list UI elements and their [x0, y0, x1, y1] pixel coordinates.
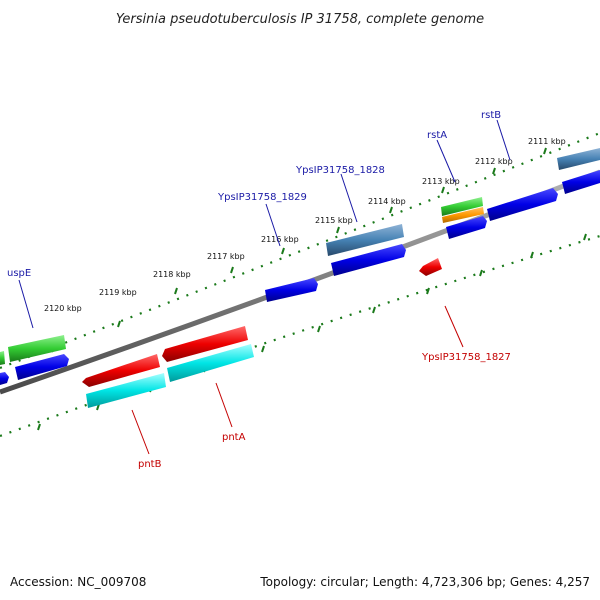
leader-ypsip1827 — [444, 305, 464, 348]
tick-2116 — [281, 247, 285, 255]
outer-ruler-track — [0, 131, 600, 370]
leader-ypsip1829 — [265, 203, 281, 247]
cds-pntb[interactable] — [82, 354, 160, 387]
ruler-label-2119: 2119 kbp — [99, 288, 137, 297]
leader-ypsip1828 — [340, 173, 358, 223]
tick-2113 — [441, 186, 445, 194]
tick-2117 — [230, 266, 234, 274]
feature-ypsip1828-outer[interactable] — [326, 224, 404, 256]
gene-label-ypsip1827[interactable]: YpsIP31758_1827 — [421, 352, 511, 363]
map-title: Yersinia pseudotuberculosis IP 31758, co… — [116, 12, 484, 27]
cds-rstb[interactable] — [487, 188, 558, 221]
inner-tick — [317, 325, 321, 333]
gene-label-ypsip1829[interactable]: YpsIP31758_1829 — [217, 192, 307, 203]
cds-ypsip1828[interactable] — [331, 244, 406, 276]
tick-2118 — [174, 287, 178, 295]
ruler-label-2116: 2116 kbp — [261, 235, 299, 244]
accession-text: Accession: NC_009708 — [10, 575, 146, 589]
gene-label-rsta[interactable]: rstA — [427, 130, 447, 141]
leader-rstb — [496, 119, 511, 161]
ruler-label-2113: 2113 kbp — [422, 177, 460, 186]
ruler-labels: 2111 kbp 2112 kbp 2113 kbp 2114 kbp 2115… — [44, 137, 566, 313]
gene-label-pnta[interactable]: pntA — [222, 432, 246, 443]
outer-major-ticks — [51, 147, 547, 353]
inner-tick — [261, 345, 265, 353]
cds-ypsip1829[interactable] — [265, 278, 318, 302]
leader-pnta — [215, 382, 233, 428]
inner-tick — [37, 423, 41, 431]
cds-uspe[interactable] — [15, 354, 69, 380]
ruler-label-2114: 2114 kbp — [368, 197, 406, 206]
gene-label-ypsip1828[interactable]: YpsIP31758_1828 — [295, 165, 385, 176]
ruler-label-2118: 2118 kbp — [153, 270, 191, 279]
cds-pnta[interactable] — [162, 326, 248, 362]
feature-rstb-outer[interactable] — [557, 148, 600, 170]
tick-2115 — [336, 226, 340, 234]
gene-label-pntb[interactable]: pntB — [138, 459, 162, 470]
genome-summary-text: Topology: circular; Length: 4,723,306 bp… — [259, 575, 590, 589]
cds-rstb-continued[interactable] — [562, 170, 600, 194]
ruler-label-2120: 2120 kbp — [44, 304, 82, 313]
tick-2119 — [117, 320, 121, 328]
ruler-label-2111: 2111 kbp — [528, 137, 566, 146]
tick-2111 — [543, 147, 547, 155]
gene-label-uspe[interactable]: uspE — [7, 268, 31, 279]
inner-tick — [426, 287, 430, 295]
inner-tick — [583, 233, 587, 241]
inner-major-ticks — [37, 233, 587, 431]
feature-edge-green[interactable] — [0, 351, 5, 365]
tick-2112 — [492, 167, 496, 175]
feature-pntb-inner[interactable] — [86, 373, 166, 408]
cds-edge-blue[interactable] — [0, 372, 9, 385]
leader-pntb — [131, 409, 150, 455]
leader-lines — [18, 119, 511, 455]
gene-label-rstb[interactable]: rstB — [481, 110, 501, 121]
inner-tick — [530, 251, 534, 259]
feature-pnta-inner[interactable] — [167, 344, 254, 382]
leader-rsta — [436, 139, 456, 183]
cds-ypsip1827[interactable] — [419, 258, 442, 276]
feature-uspe-outer[interactable] — [8, 335, 66, 362]
inner-tick — [372, 306, 376, 314]
feature-rsta-orange[interactable] — [442, 207, 484, 223]
tick-2114 — [389, 206, 393, 214]
ruler-label-2117: 2117 kbp — [207, 252, 245, 261]
feature-rsta-outer[interactable] — [441, 197, 483, 216]
inner-tick — [479, 269, 483, 277]
leader-uspe — [18, 279, 34, 329]
ruler-label-2112: 2112 kbp — [475, 157, 513, 166]
ruler-label-2115: 2115 kbp — [315, 216, 353, 225]
cds-rsta[interactable] — [446, 216, 487, 239]
